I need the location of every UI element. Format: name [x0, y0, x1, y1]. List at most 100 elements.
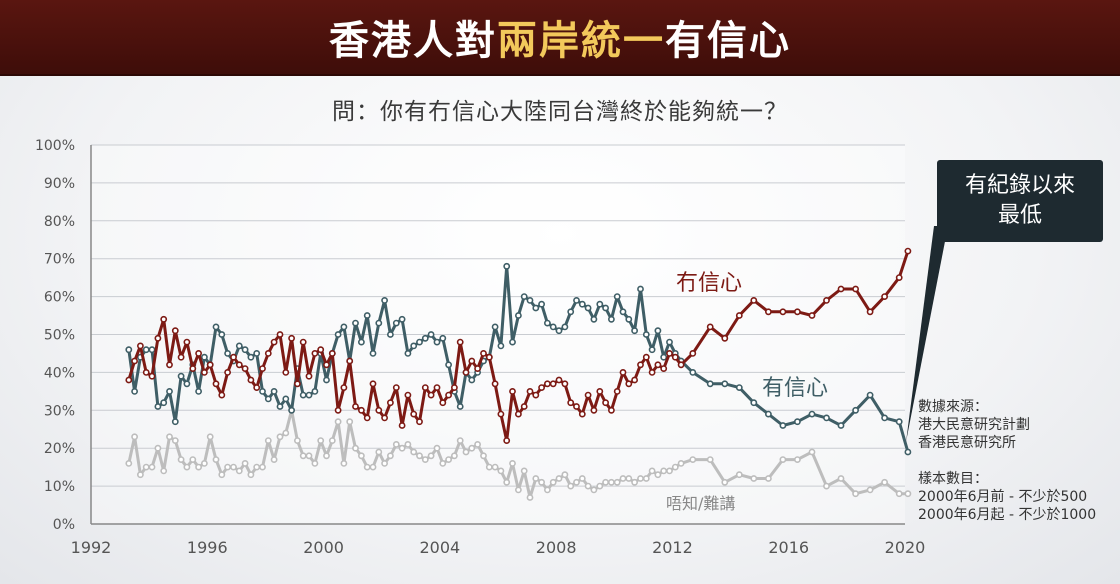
data-point-no-confidence: [183, 338, 191, 346]
source-heading: 數據來源：: [918, 399, 988, 415]
data-point-confidence: [648, 346, 656, 354]
data-point-confidence: [904, 448, 912, 456]
axes: 0% 10% 20% 30% 40% 50% 60% 70% 80% 90% 100% 1992 199…: [35, 138, 925, 557]
data-point-dont-know: [794, 456, 801, 463]
data-point-no-confidence: [177, 353, 185, 361]
data-point-dont-know: [334, 418, 342, 426]
data-point-no-confidence: [765, 308, 772, 316]
data-point-dont-know: [421, 456, 429, 463]
series-labels: 冇信心 有信心 唔知/難講: [666, 271, 828, 513]
data-point-no-confidence: [206, 361, 214, 369]
data-point-confidence: [750, 399, 758, 407]
source-line1: 港大民意研究計劃: [918, 417, 1030, 433]
data-point-confidence: [166, 387, 173, 395]
x-tick-label: 2016: [768, 538, 809, 557]
data-point-no-confidence: [735, 312, 743, 319]
data-point-confidence: [549, 323, 557, 331]
data-point-confidence: [689, 368, 697, 376]
data-point-no-confidence: [794, 308, 801, 316]
data-point-no-confidence: [427, 391, 435, 399]
data-point-no-confidence: [416, 418, 423, 426]
data-point-confidence: [171, 418, 179, 426]
data-point-dont-know: [689, 456, 697, 463]
data-point-dont-know: [555, 475, 563, 482]
data-point-dont-know: [445, 456, 452, 463]
data-point-dont-know: [642, 475, 650, 482]
data-point-no-confidence: [573, 403, 580, 410]
data-point-confidence: [895, 418, 903, 426]
series-group: [125, 247, 912, 501]
data-point-dont-know: [259, 463, 266, 471]
data-point-dont-know: [299, 452, 307, 460]
data-point-no-confidence: [398, 422, 406, 429]
data-point-no-confidence: [866, 308, 874, 316]
data-point-dont-know: [509, 459, 516, 467]
data-point-confidence: [212, 323, 220, 331]
data-point-confidence: [404, 349, 412, 357]
data-point-no-confidence: [445, 391, 452, 399]
data-point-no-confidence: [160, 315, 168, 323]
data-point-dont-know: [369, 463, 377, 471]
data-point-dont-know: [895, 490, 903, 498]
data-point-no-confidence: [904, 247, 912, 255]
series-line-confidence: [127, 264, 910, 453]
data-point-confidence: [369, 349, 377, 357]
data-point-no-confidence: [299, 338, 307, 346]
data-point-confidence: [270, 387, 278, 395]
data-point-no-confidence: [808, 312, 816, 319]
data-point-no-confidence: [142, 368, 150, 376]
data-point-dont-know: [241, 459, 249, 467]
data-point-confidence: [544, 319, 551, 327]
data-point-no-confidence: [171, 327, 179, 335]
data-point-confidence: [427, 331, 435, 338]
data-point-no-confidence: [381, 414, 388, 422]
data-point-confidence: [160, 399, 168, 407]
data-point-no-confidence: [131, 357, 138, 365]
data-point-confidence: [515, 312, 522, 319]
data-point-confidence: [509, 338, 516, 346]
data-point-no-confidence: [480, 349, 487, 357]
data-point-dont-know: [608, 478, 615, 486]
data-point-no-confidence: [200, 368, 208, 376]
data-point-no-confidence: [311, 349, 319, 357]
data-point-confidence: [808, 410, 816, 418]
data-point-dont-know: [721, 478, 729, 486]
data-point-dont-know: [480, 452, 487, 460]
data-point-dont-know: [404, 440, 412, 448]
data-point-dont-know: [311, 459, 319, 467]
data-point-dont-know: [200, 459, 208, 467]
data-point-no-confidence: [497, 410, 505, 418]
data-point-confidence: [398, 315, 406, 323]
data-point-confidence: [282, 395, 290, 403]
data-point-no-confidence: [596, 387, 604, 395]
data-point-no-confidence: [567, 399, 575, 407]
data-point-no-confidence: [660, 365, 668, 372]
data-point-no-confidence: [590, 406, 598, 414]
data-point-dont-know: [206, 433, 214, 441]
data-point-dont-know: [474, 440, 481, 448]
data-point-confidence: [503, 262, 511, 270]
data-point-dont-know: [148, 463, 156, 471]
data-point-confidence: [195, 387, 202, 395]
data-point-no-confidence: [520, 403, 528, 410]
data-point-dont-know: [648, 467, 656, 475]
y-tick-label: 80%: [44, 214, 75, 230]
data-point-dont-know: [808, 448, 816, 456]
source-line2: 香港民意研究所: [918, 435, 1016, 451]
survey-question: 問：你有冇信心大陸同台灣終於能夠統一？: [332, 99, 788, 125]
data-point-confidence: [852, 406, 859, 414]
data-point-dont-know: [515, 486, 522, 494]
data-point-confidence: [823, 414, 830, 422]
data-point-no-confidence: [895, 274, 903, 281]
data-point-no-confidence: [276, 331, 284, 338]
data-point-no-confidence: [323, 361, 330, 369]
data-point-dont-know: [166, 433, 173, 441]
y-tick-label: 0%: [53, 517, 75, 533]
title-part2: 有信心: [665, 18, 791, 64]
data-point-no-confidence: [363, 414, 371, 422]
data-point-confidence: [468, 376, 476, 384]
data-point-dont-know: [602, 478, 609, 486]
data-point-dont-know: [427, 452, 435, 460]
data-point-dont-know: [750, 475, 758, 482]
data-point-confidence: [637, 285, 644, 293]
